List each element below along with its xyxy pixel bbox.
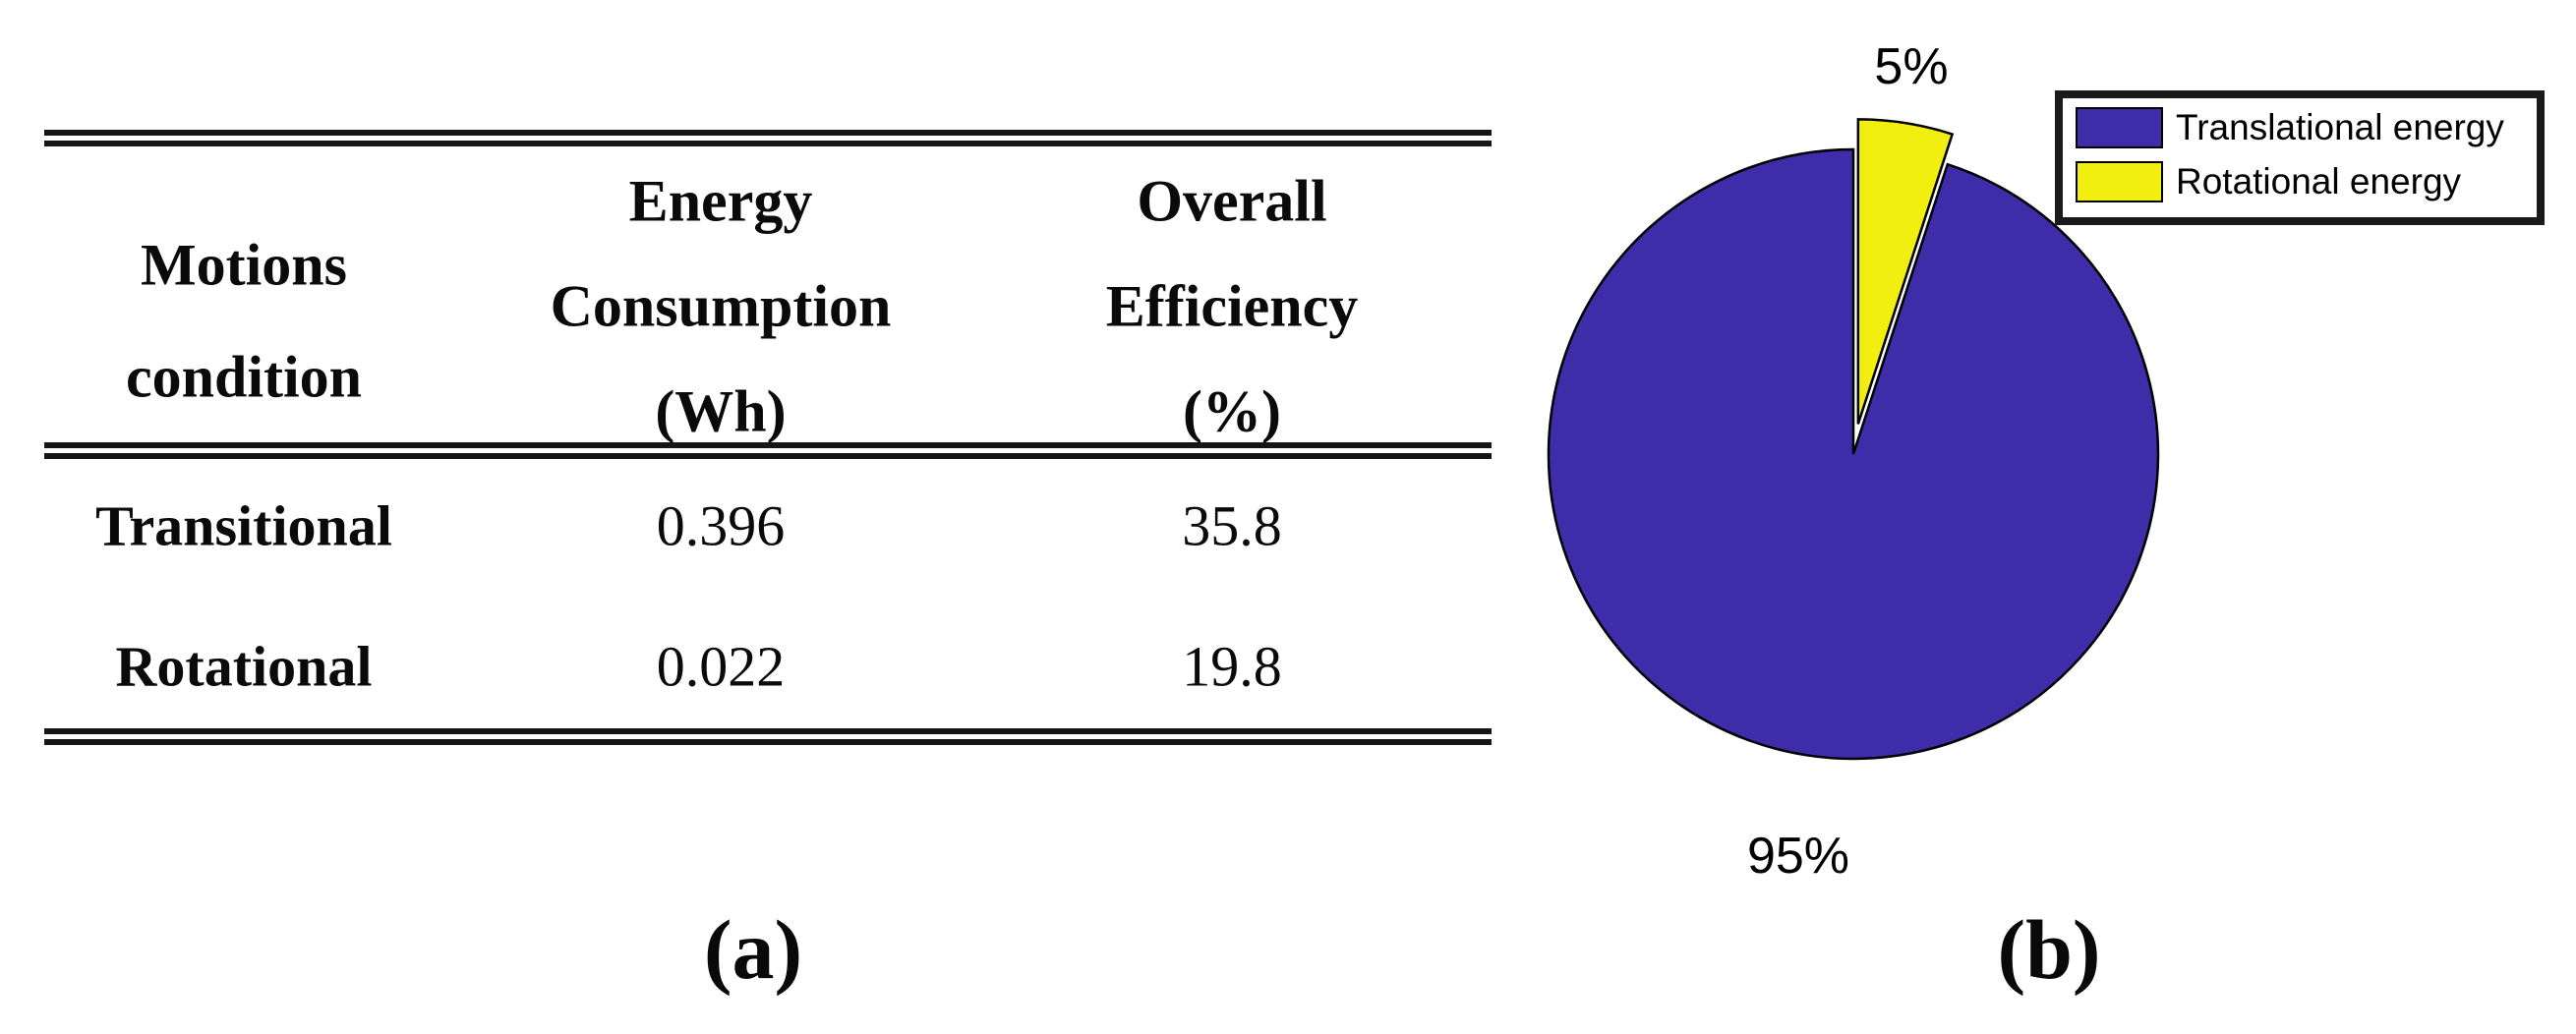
pie-label-rotational: 5% [1874, 38, 1949, 95]
legend-swatch-rotational [2076, 161, 2163, 202]
table-cell-energy: 0.396 [656, 493, 786, 558]
pie-legend: Translational energy Rotational energy [2055, 90, 2545, 225]
legend-item-rotational: Rotational energy [2076, 161, 2537, 202]
table-bottom-rule [44, 728, 1492, 745]
legend-label-rotational: Rotational energy [2176, 161, 2462, 201]
table-cell-efficiency: 35.8 [1182, 493, 1282, 558]
col-header-energy-line2: Consumption [550, 273, 892, 339]
legend-label-translational: Translational energy [2176, 107, 2504, 147]
table-row-label: Transitional [95, 493, 392, 558]
legend-swatch-translational [2076, 107, 2163, 148]
table-cell-efficiency: 19.8 [1182, 634, 1282, 699]
caption-b: (b) [1997, 902, 2101, 997]
table-cell-energy: 0.022 [656, 634, 786, 699]
table-header-rule [44, 442, 1492, 459]
col-header-energy-line3: (Wh) [655, 378, 787, 444]
table-row-label: Rotational [115, 634, 373, 699]
caption-a: (a) [703, 902, 803, 997]
col-header-efficiency-line3: (%) [1183, 378, 1281, 444]
col-header-efficiency-line1: Overall [1137, 168, 1327, 234]
legend-item-translational: Translational energy [2076, 107, 2537, 148]
col-header-energy-line1: Energy [628, 168, 813, 234]
col-header-motions-line1: Motions [141, 232, 347, 298]
col-header-motions-line2: condition [125, 344, 363, 410]
pie-slice-rotational-energy [1856, 118, 1955, 425]
pie-label-translational: 95% [1746, 828, 1850, 885]
col-header-efficiency-line2: Efficiency [1105, 273, 1359, 339]
pie-slice-translational-energy [1547, 147, 2160, 761]
table-panel: Motions condition Energy Consumption (Wh… [44, 130, 1492, 745]
table-top-rule [44, 130, 1492, 146]
